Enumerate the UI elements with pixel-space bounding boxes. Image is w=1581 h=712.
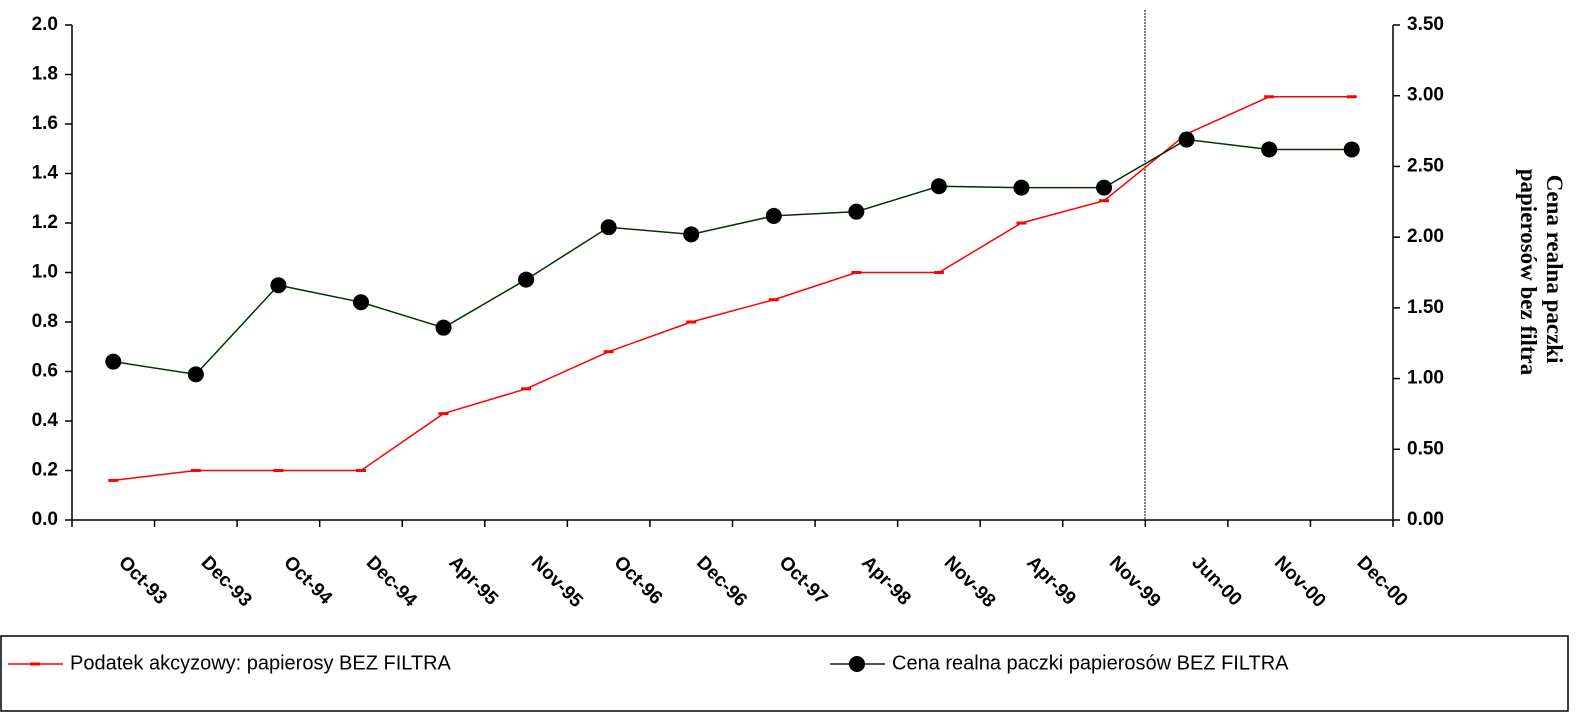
legend-marker	[30, 662, 40, 666]
point	[105, 353, 122, 370]
point	[1016, 221, 1027, 225]
point	[518, 271, 535, 288]
y2-axis-label: Cena realna paczki papierosów bez filtra	[1516, 169, 1567, 376]
y-tick-label: 1.2	[32, 212, 58, 233]
y2-tick-label: 3.00	[1407, 85, 1444, 106]
x-tick-label: Jun-00	[1188, 552, 1246, 610]
point	[438, 412, 449, 416]
y2-tick-label: 0.50	[1407, 438, 1444, 459]
y-tick-label: 0.4	[32, 410, 59, 431]
y2-tick-label: 1.50	[1407, 297, 1444, 318]
point	[108, 478, 119, 482]
x-tick-label: Oct-96	[610, 552, 667, 609]
y-tick-label: 0.0	[32, 509, 58, 530]
x-tick-label: Oct-93	[114, 552, 171, 609]
point	[435, 319, 452, 336]
y-tick-label: 0.6	[32, 361, 58, 382]
series-line	[113, 138, 1352, 376]
x-tick-label: Apr-99	[1022, 552, 1079, 609]
point	[765, 207, 782, 224]
legend-box	[0, 635, 1569, 712]
x-tick-label: Dec-96	[692, 552, 751, 611]
point	[1261, 141, 1278, 158]
point	[1343, 141, 1360, 158]
x-tick-label: Apr-98	[857, 552, 914, 609]
point	[933, 271, 944, 274]
y2-axis-label-line: Cena realna paczki	[1542, 175, 1567, 364]
y-tick-label: 0.2	[32, 460, 58, 481]
x-tick-label: Nov-95	[527, 552, 587, 612]
y-tick-label: 1.0	[32, 262, 58, 283]
point	[683, 226, 700, 243]
point	[355, 469, 366, 472]
x-tick-label: Oct-94	[279, 552, 336, 609]
point	[1096, 179, 1113, 196]
point	[273, 469, 284, 472]
point	[1013, 179, 1030, 196]
point	[686, 320, 697, 324]
point	[851, 271, 862, 274]
x-tick-label: Nov-00	[1270, 552, 1330, 612]
y-tick-label: 2.0	[32, 14, 58, 35]
point	[1178, 131, 1195, 148]
x-tick-label: Nov-98	[940, 552, 1000, 612]
point	[1346, 95, 1357, 99]
y-tick-label: 1.4	[32, 163, 59, 184]
x-tick-label: Nov-99	[1105, 552, 1165, 612]
y-tick-label: 1.8	[32, 64, 58, 85]
point	[1099, 199, 1110, 203]
legend-marker	[849, 656, 865, 672]
point	[270, 277, 287, 294]
legend-label: Podatek akcyzowy: papierosy BEZ FILTRA	[70, 652, 452, 674]
y2-tick-label: 2.50	[1407, 155, 1444, 176]
point	[190, 469, 201, 472]
y2-tick-label: 0.00	[1407, 509, 1444, 530]
point	[521, 387, 532, 391]
point	[930, 178, 947, 195]
y2-tick-label: 1.00	[1407, 368, 1444, 389]
series-line	[113, 96, 1352, 482]
x-tick-label: Oct-97	[775, 552, 832, 609]
point	[768, 298, 779, 302]
x-tick-label: Dec-93	[197, 552, 256, 611]
point	[187, 366, 204, 383]
point	[603, 350, 614, 354]
y2-axis-label-line: papierosów bez filtra	[1516, 169, 1541, 376]
x-tick-label: Apr-95	[444, 552, 502, 610]
y-tick-label: 1.6	[32, 113, 58, 134]
point	[352, 294, 369, 311]
point	[1264, 95, 1275, 99]
x-tick-label: Dec-00	[1353, 552, 1412, 611]
point	[600, 219, 617, 236]
y2-tick-label: 3.50	[1407, 14, 1444, 35]
y-tick-label: 0.8	[32, 311, 58, 332]
y2-tick-label: 2.00	[1407, 226, 1444, 247]
x-tick-label: Dec-94	[362, 552, 421, 611]
legend-label: Cena realna paczki papierosów BEZ FILTRA	[892, 652, 1289, 674]
point	[848, 203, 865, 220]
